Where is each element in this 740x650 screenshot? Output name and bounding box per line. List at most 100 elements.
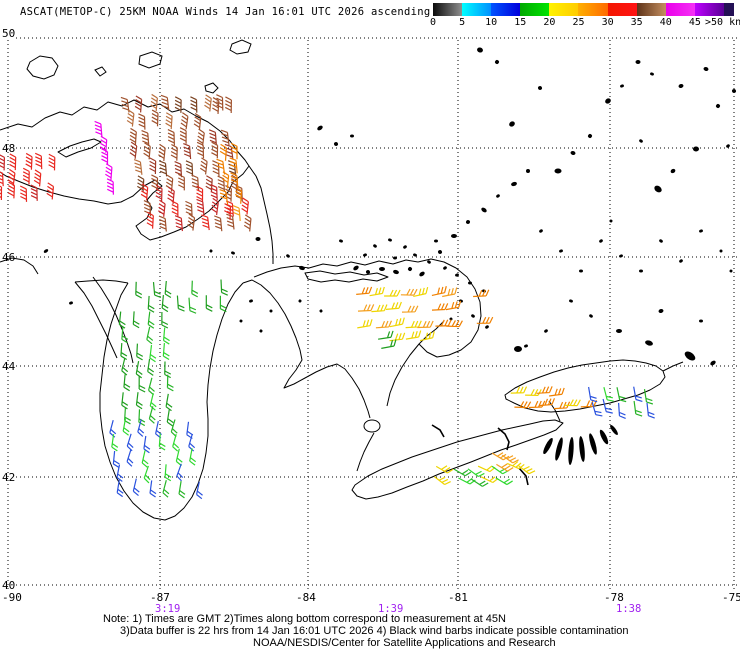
inland-lake <box>393 256 397 260</box>
wind-barb <box>431 286 447 296</box>
inland-lake <box>443 266 447 270</box>
colorbar-tick-label: 20 <box>543 17 556 28</box>
wind-barb <box>445 300 462 311</box>
coastline-path <box>0 99 250 241</box>
coastline-path <box>0 257 39 275</box>
wind-barb <box>564 399 581 407</box>
wind-barb <box>616 387 627 403</box>
finger-lake <box>589 433 597 455</box>
wind-barb <box>435 465 454 474</box>
wind-barb <box>413 286 429 297</box>
inland-lake <box>319 309 323 313</box>
wind-barb <box>166 374 174 392</box>
wind-barb <box>417 320 434 329</box>
colorbar-ticks: 0 5 10 15 20 25 30 35 40 45 >50 knots <box>430 16 740 28</box>
inland-lake <box>393 269 399 275</box>
coastline-path <box>248 165 274 264</box>
colorbar-tick-label: 30 <box>601 17 614 28</box>
coastline-path <box>504 359 666 413</box>
inland-lake <box>729 269 733 273</box>
wind-barb <box>106 178 114 195</box>
page-title: ASCAT(METOP-C) 25KM NOAA Winds 14 Jan 16… <box>20 6 431 18</box>
river-path <box>518 467 529 486</box>
finger-lake <box>555 437 563 461</box>
latitude-label: 48 <box>2 142 15 155</box>
wind-barb <box>235 185 243 202</box>
inland-lake <box>639 269 643 273</box>
inland-lake <box>495 60 499 64</box>
wind-barb <box>109 420 117 438</box>
wind-barb <box>161 295 169 313</box>
wind-barb <box>105 163 113 181</box>
wind-barb <box>126 449 134 467</box>
river-path <box>431 424 445 438</box>
wind-barb <box>371 304 388 313</box>
colorbar-tick-label: 10 <box>485 17 498 28</box>
inland-lake <box>639 139 643 143</box>
wind-barb <box>0 153 6 171</box>
inland-lake <box>620 84 624 88</box>
wind-barb <box>121 357 129 376</box>
coastline-path <box>74 281 118 359</box>
wind-barb <box>189 448 197 466</box>
wind-barb <box>129 127 137 145</box>
wind-barb <box>101 148 109 165</box>
inland-lake <box>599 239 603 243</box>
wind-barb <box>0 169 4 187</box>
wind-barb <box>419 331 435 342</box>
wind-barb <box>525 388 542 396</box>
inland-lake <box>209 249 213 253</box>
inland-lake <box>588 134 592 138</box>
inland-lake <box>650 72 654 76</box>
colorbar-tick-label: 40 <box>659 17 672 28</box>
wind-barb <box>121 392 129 410</box>
wind-barb <box>151 174 159 191</box>
inland-lake <box>366 270 370 274</box>
wind-barb <box>232 205 241 222</box>
inland-lake <box>299 265 305 271</box>
wind-barb <box>155 184 163 202</box>
inland-lake <box>69 301 73 305</box>
inland-lake <box>413 253 417 257</box>
wind-barb <box>161 311 169 329</box>
wind-barb <box>538 398 556 407</box>
river-path <box>497 427 510 451</box>
inland-lake <box>679 259 683 263</box>
finger-lake <box>579 436 585 462</box>
inland-lake-outline <box>204 82 219 94</box>
wind-barb <box>148 406 156 424</box>
wind-barb <box>536 386 553 394</box>
wind-barb <box>401 305 419 313</box>
wind-barb <box>147 311 155 329</box>
colorbar-tick-label: 25 <box>572 17 585 28</box>
wind-barb <box>135 281 143 299</box>
wind-barb <box>147 377 155 396</box>
inland-lake <box>255 237 261 241</box>
wind-barb <box>191 174 200 191</box>
wind-barb <box>433 476 451 486</box>
wind-barb <box>588 386 598 403</box>
wind-barb <box>603 387 614 402</box>
wind-barb <box>201 214 210 231</box>
wind-barb <box>506 461 525 470</box>
colorbar-segment-8 <box>665 3 695 16</box>
inland-lake <box>403 245 407 249</box>
wind-barb <box>230 142 238 160</box>
wind-barb <box>174 161 183 178</box>
inland-lake <box>716 104 720 108</box>
wind-barb <box>33 169 42 187</box>
wind-barb <box>132 478 140 497</box>
inland-lake <box>659 239 663 243</box>
inland-lake-outline <box>26 55 59 80</box>
wind-barb <box>146 326 154 345</box>
colorbar-segment-6 <box>607 3 637 16</box>
longitude-label: -90 <box>2 591 22 604</box>
wind-barb <box>646 402 655 419</box>
inland-lake <box>539 229 543 233</box>
wind-barb <box>356 286 373 295</box>
wind-barb <box>205 175 213 193</box>
wind-barb <box>217 175 225 192</box>
colorbar-segment-5 <box>578 3 608 16</box>
inland-lake <box>363 253 367 257</box>
wind-barb <box>135 360 143 379</box>
